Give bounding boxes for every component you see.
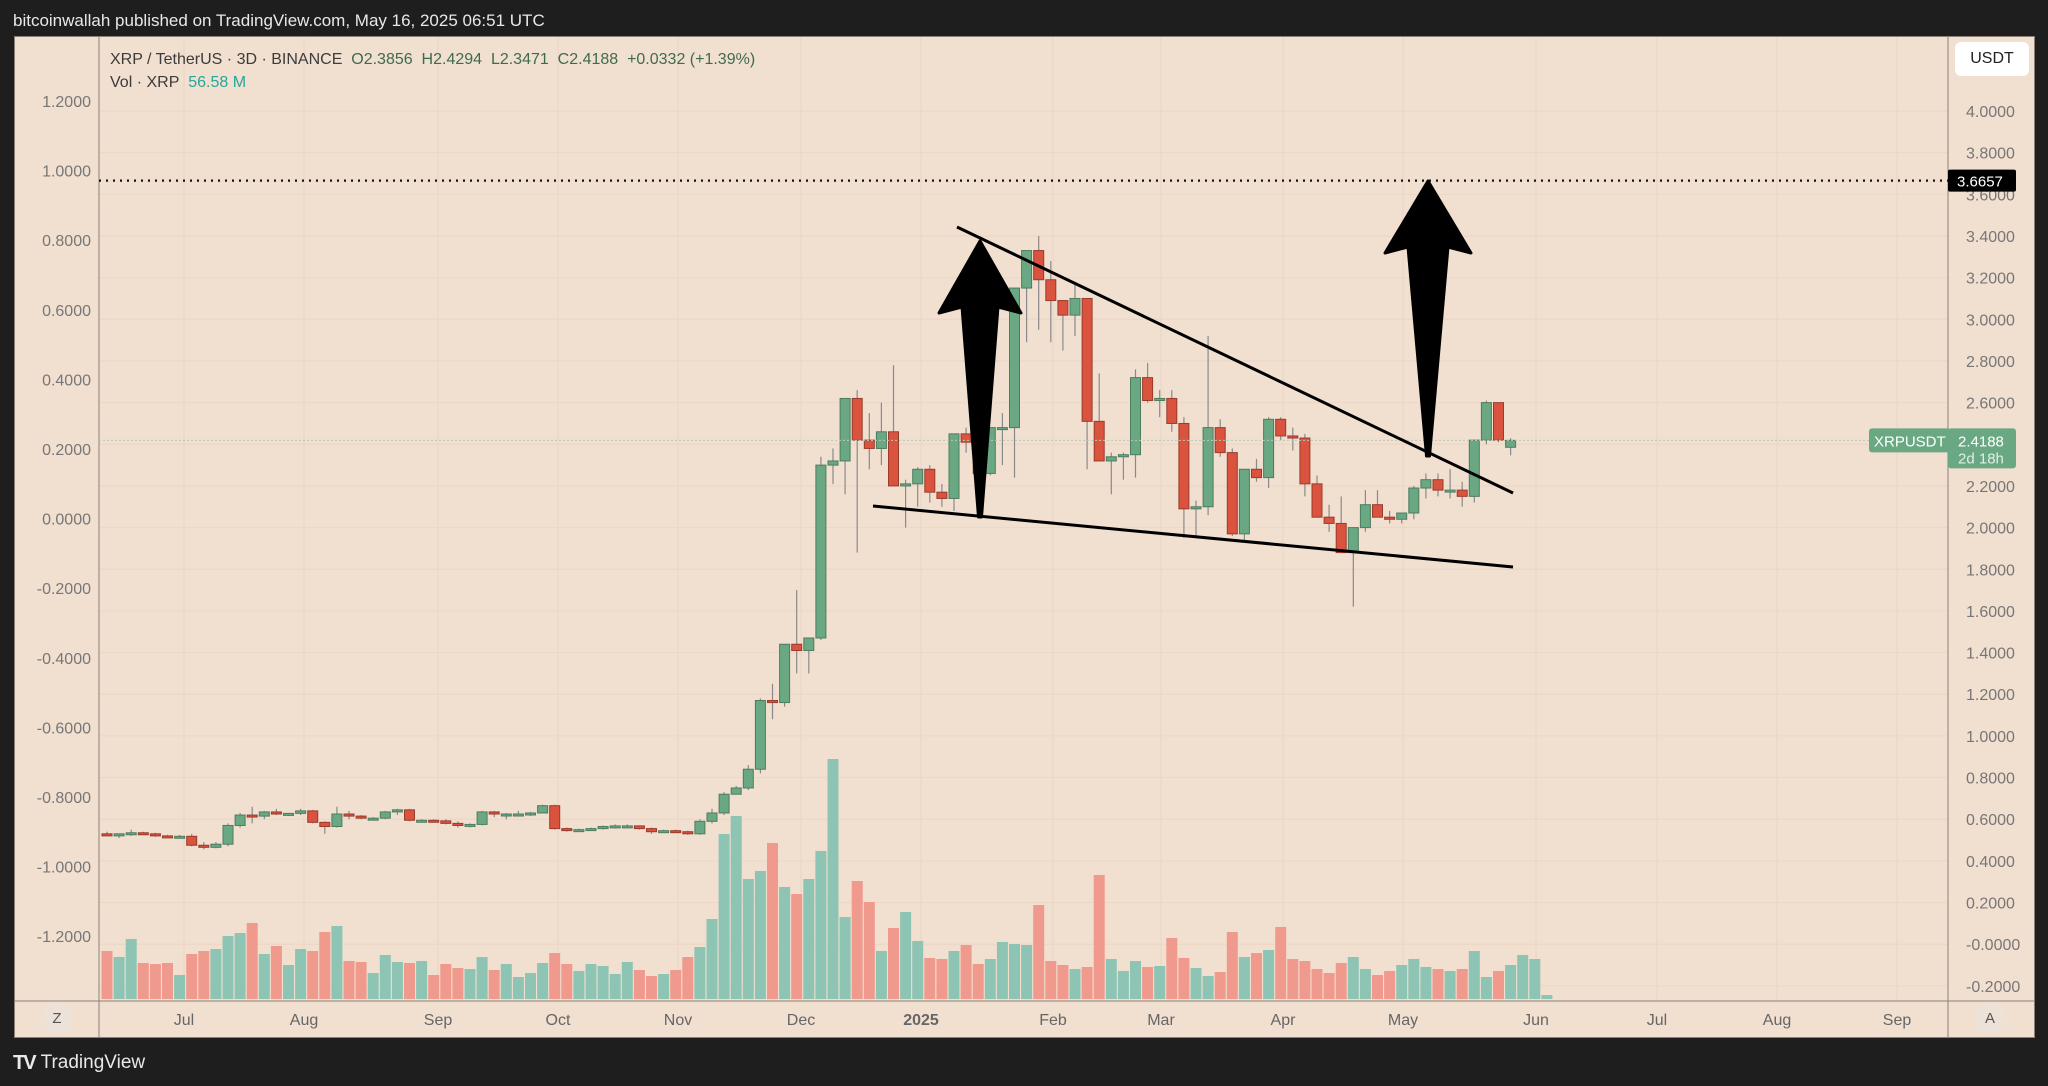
price-tick: 1.6000 bbox=[1966, 604, 2015, 621]
lower-trendline[interactable] bbox=[872, 504, 1514, 569]
candles bbox=[101, 235, 1517, 850]
price-tick: 2.6000 bbox=[1966, 396, 2015, 413]
svg-text:3.6657: 3.6657 bbox=[1957, 174, 2003, 191]
left-tick: -1.2000 bbox=[37, 929, 91, 946]
price-tick: 2.2000 bbox=[1966, 479, 2015, 496]
price-tick: 3.8000 bbox=[1966, 146, 2015, 163]
open-value: O2.3856 bbox=[351, 51, 413, 68]
currency-unit-button[interactable]: USDT bbox=[1955, 42, 2029, 76]
low-value: L2.3471 bbox=[490, 51, 549, 68]
price-tick: 0.8000 bbox=[1966, 771, 2015, 788]
chart-legend: XRP / TetherUS · 3D · BINANCE O2.3856 H2… bbox=[110, 48, 755, 94]
left-tick: 0.8000 bbox=[42, 233, 91, 250]
legend-symbol-row: XRP / TetherUS · 3D · BINANCE O2.3856 H2… bbox=[110, 48, 755, 71]
left-tick: 1.0000 bbox=[42, 164, 91, 181]
price-tick: 0.2000 bbox=[1966, 896, 2015, 913]
price-tick: -0.2000 bbox=[1966, 979, 2020, 996]
left-tick: -0.8000 bbox=[37, 790, 91, 807]
price-tick: 2.0000 bbox=[1966, 521, 2015, 538]
footer-brand[interactable]: TV TradingView bbox=[13, 1048, 145, 1078]
price-tick: 2.8000 bbox=[1966, 354, 2015, 371]
price-tick: 0.6000 bbox=[1966, 812, 2015, 829]
candlestick-chart[interactable]: 4.00003.80003.60003.40003.20003.00002.80… bbox=[15, 37, 2034, 1037]
price-tick: 3.4000 bbox=[1966, 229, 2015, 246]
flagpole-arrow-icon[interactable] bbox=[937, 239, 1023, 519]
price-tick: 4.0000 bbox=[1966, 104, 2015, 121]
left-tick: -0.6000 bbox=[37, 720, 91, 737]
price-tick: 3.0000 bbox=[1966, 312, 2015, 329]
brand-name: TradingView bbox=[40, 1052, 146, 1073]
svg-text:XRPUSDT: XRPUSDT bbox=[1874, 433, 1946, 450]
change-value: +0.0332 (+1.39%) bbox=[627, 51, 756, 68]
price-tick: 1.0000 bbox=[1966, 729, 2015, 746]
time-tick: Aug bbox=[290, 1012, 318, 1029]
publish-header: bitcoinwallah published on TradingView.c… bbox=[0, 0, 2048, 36]
legend-volume-row: Vol · XRP 56.58 M bbox=[110, 71, 755, 94]
right-axis-auto-button[interactable]: A bbox=[1974, 1002, 2006, 1034]
close-value: C2.4188 bbox=[557, 51, 619, 68]
right-price-axis[interactable]: 4.00003.80003.60003.40003.20003.00002.80… bbox=[1966, 104, 2020, 996]
time-tick: May bbox=[1388, 1012, 1418, 1029]
symbol-title[interactable]: XRP / TetherUS · 3D · BINANCE bbox=[110, 51, 343, 68]
time-tick: Sep bbox=[1883, 1012, 1912, 1029]
time-tick: Dec bbox=[787, 1012, 815, 1029]
volume-value: 56.58 M bbox=[188, 74, 247, 91]
price-tick: 0.4000 bbox=[1966, 854, 2015, 871]
left-tick: 1.2000 bbox=[42, 94, 91, 111]
time-tick: Aug bbox=[1763, 1012, 1791, 1029]
time-tick: Oct bbox=[546, 1012, 571, 1029]
left-axis-auto-button[interactable]: Z bbox=[41, 1002, 73, 1034]
time-tick: Feb bbox=[1039, 1012, 1067, 1029]
price-tick: 1.4000 bbox=[1966, 646, 2015, 663]
upper-trendline[interactable] bbox=[956, 225, 1514, 495]
volume-bars bbox=[101, 759, 1553, 999]
time-axis[interactable]: Jul Aug Sep Oct Nov Dec 2025 Feb Mar Apr May Jun Jul… bbox=[174, 1012, 1912, 1029]
price-tick: 1.2000 bbox=[1966, 687, 2015, 704]
svg-text:2.4188: 2.4188 bbox=[1958, 433, 2004, 450]
time-tick: Jul bbox=[1647, 1012, 1667, 1029]
price-tick: -0.0000 bbox=[1966, 937, 2020, 954]
time-tick: Nov bbox=[664, 1012, 692, 1029]
breakout-target-arrow-icon[interactable] bbox=[1383, 179, 1473, 458]
time-tick: Sep bbox=[424, 1012, 453, 1029]
left-tick: -1.0000 bbox=[37, 860, 91, 877]
chart-frame[interactable]: 4.0000 3.8000 3.6000 3.4000 3.2000 3.0000 2.80… bbox=[14, 36, 2035, 1038]
time-tick: Mar bbox=[1147, 1012, 1175, 1029]
time-tick: Apr bbox=[1271, 1012, 1297, 1029]
left-price-axis[interactable]: 1.2000 1.0000 0.8000 0.6000 0.4000 0.2000 0.00… bbox=[37, 94, 91, 946]
time-tick: 2025 bbox=[903, 1012, 939, 1029]
left-tick: -0.4000 bbox=[37, 651, 91, 668]
left-tick: 0.0000 bbox=[42, 512, 91, 529]
time-tick: Jul bbox=[174, 1012, 194, 1029]
price-tick: 3.2000 bbox=[1966, 271, 2015, 288]
high-value: H2.4294 bbox=[421, 51, 483, 68]
target-price-label: 3.6657 bbox=[1948, 169, 2016, 192]
volume-label[interactable]: Vol · XRP bbox=[110, 74, 180, 91]
left-tick: 0.6000 bbox=[42, 303, 91, 320]
time-tick: Jun bbox=[1523, 1012, 1549, 1029]
left-tick: -0.2000 bbox=[37, 581, 91, 598]
left-tick: 0.4000 bbox=[42, 372, 91, 389]
grid bbox=[99, 37, 1948, 1001]
tradingview-logo-icon: TV bbox=[13, 1051, 37, 1074]
svg-text:2d 18h: 2d 18h bbox=[1958, 450, 2004, 467]
price-tick: 1.8000 bbox=[1966, 562, 2015, 579]
published-text: bitcoinwallah published on TradingView.c… bbox=[13, 11, 545, 30]
left-tick: 0.2000 bbox=[42, 442, 91, 459]
